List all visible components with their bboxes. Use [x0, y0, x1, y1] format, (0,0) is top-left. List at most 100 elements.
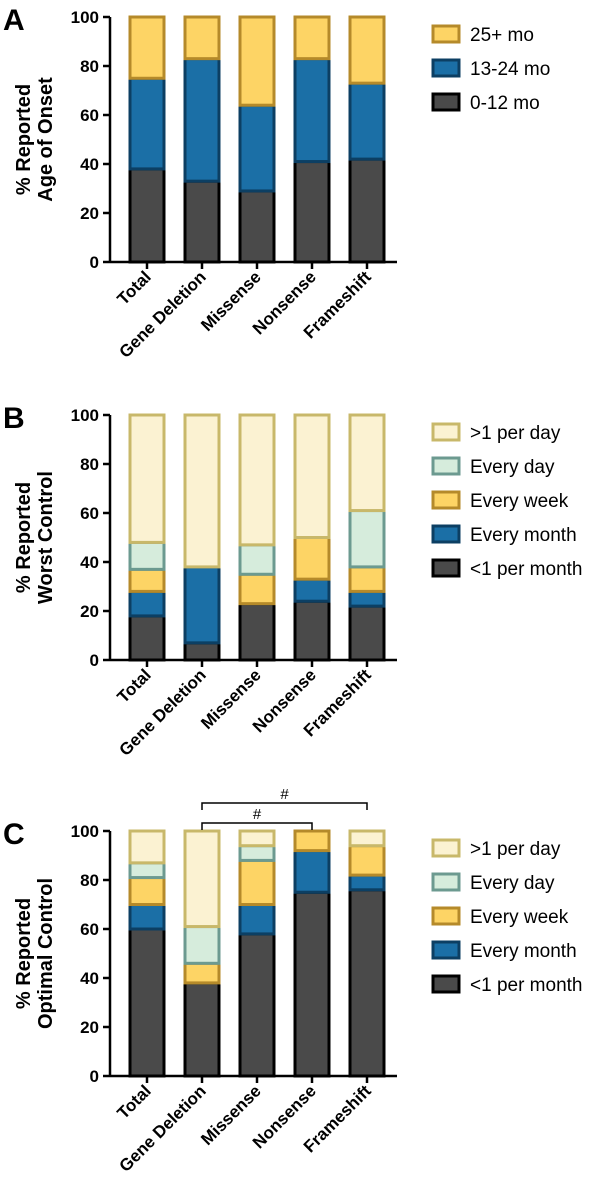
- y-tick-label: 80: [80, 455, 99, 474]
- x-tick-label: Total: [114, 267, 155, 308]
- bar-segment-every-week: [183, 961, 221, 985]
- bar-segment--1-per-day: [128, 829, 166, 865]
- bar-segment-13-24-mo: [293, 57, 331, 164]
- bar-segment-every-day: [128, 861, 166, 880]
- bar-segment-every-week: [128, 876, 166, 906]
- legend-swatch: [431, 490, 461, 510]
- bar-segment--1-per-day: [183, 413, 221, 569]
- bar-segment--1-per-month: [348, 604, 386, 662]
- bar-segment-25-mo: [238, 15, 276, 107]
- y-tick-label: 80: [80, 871, 99, 890]
- y-tick-label: 0: [90, 253, 99, 272]
- bar-segment-every-month: [348, 589, 386, 608]
- y-axis-label: % ReportedOptimal Control: [13, 878, 57, 1029]
- y-tick-label: 0: [90, 651, 99, 670]
- y-tick-label: 20: [80, 602, 99, 621]
- legend-label: Every week: [470, 907, 569, 928]
- bar-segment--1-per-month: [183, 981, 221, 1078]
- panel-letter: A: [3, 4, 25, 37]
- significance-label: #: [253, 806, 262, 823]
- legend-swatch: [431, 838, 461, 858]
- bar-segment--1-per-month: [293, 890, 331, 1078]
- significance-bracket: [201, 802, 368, 810]
- x-tick-label: Total: [114, 1081, 155, 1122]
- y-tick-label: 20: [80, 204, 99, 223]
- y-axis-label-line: Optimal Control: [35, 878, 57, 1029]
- y-axis-label-line: Age of Onset: [35, 77, 57, 202]
- chart-panel-a: A % ReportedAge of Onset 0 20 40 60 80 100 Total…: [3, 4, 550, 362]
- bar-segment-13-24-mo: [128, 76, 166, 171]
- bar-segment-every-week: [238, 572, 276, 606]
- chart-panel-b: B % ReportedWorst Control 0 20 40 60 80 100 Tota…: [3, 402, 583, 760]
- y-tick-label: 60: [80, 504, 99, 523]
- bar-segment-every-month: [128, 903, 166, 931]
- bar-segment-25-mo: [348, 15, 386, 85]
- bar-segment-0-12-mo: [293, 160, 331, 264]
- bar-segment--1-per-month: [238, 602, 276, 662]
- y-tick-label: 40: [80, 553, 99, 572]
- y-tick-label: 0: [90, 1067, 99, 1086]
- bar-segment--1-per-day: [128, 413, 166, 544]
- bar-segment-every-month: [128, 589, 166, 618]
- bar-segment-every-day: [128, 540, 166, 571]
- bar-segment-25-mo: [183, 15, 221, 61]
- y-axis-label-line: % Reported: [13, 84, 35, 195]
- bar-segment-13-24-mo: [238, 103, 276, 193]
- bar-segment--1-per-day: [183, 829, 221, 929]
- bar-segment-every-day: [238, 844, 276, 862]
- significance-bracket: [201, 822, 313, 830]
- bar-segment-0-12-mo: [183, 179, 221, 264]
- y-tick-label: 60: [80, 106, 99, 125]
- legend-label: Every week: [470, 491, 569, 512]
- bar-segment-every-week: [293, 536, 331, 581]
- legend-label: Every day: [470, 457, 555, 478]
- legend-label: >1 per day: [470, 423, 561, 444]
- y-tick-label: 100: [71, 406, 99, 425]
- bar-segment-0-12-mo: [238, 189, 276, 264]
- legend-swatch: [431, 24, 461, 44]
- bar-segment--1-per-month: [293, 599, 331, 662]
- legend-label: <1 per month: [470, 559, 583, 580]
- bar-segment--1-per-month: [183, 641, 221, 662]
- y-tick-label: 100: [71, 8, 99, 27]
- bar-segment-every-week: [293, 829, 331, 853]
- y-tick-label: 40: [80, 969, 99, 988]
- y-tick-label: 60: [80, 920, 99, 939]
- bar-segment-13-24-mo: [348, 81, 386, 161]
- bar-segment-every-week: [348, 844, 386, 877]
- bar-segment--1-per-month: [348, 888, 386, 1078]
- legend-label: Every day: [470, 873, 555, 894]
- bar-segment-every-day: [348, 509, 386, 569]
- legend-swatch: [431, 940, 461, 960]
- bar-segment-25-mo: [293, 15, 331, 61]
- bar-segment--1-per-day: [238, 413, 276, 547]
- legend-swatch: [431, 58, 461, 78]
- legend-swatch: [431, 422, 461, 442]
- y-axis-label-line: Worst Control: [35, 471, 57, 604]
- bar-segment-every-day: [238, 543, 276, 576]
- legend-swatch: [431, 558, 461, 578]
- legend-swatch: [431, 456, 461, 476]
- x-tick-label: Total: [114, 665, 155, 706]
- chart-panel-c: C % ReportedOptimal Control 0 20 40 60 80 100 To…: [3, 786, 583, 1176]
- bar-segment-13-24-mo: [183, 57, 221, 183]
- bar-segment-25-mo: [128, 15, 166, 80]
- legend-swatch: [431, 906, 461, 926]
- y-tick-label: 100: [71, 822, 99, 841]
- legend-label: Every month: [470, 941, 577, 962]
- legend-label: >1 per day: [470, 839, 561, 860]
- bar-segment--1-per-day: [238, 829, 276, 848]
- y-axis-label: % ReportedWorst Control: [13, 471, 57, 604]
- bar-segment--1-per-month: [128, 927, 166, 1078]
- y-tick-label: 80: [80, 57, 99, 76]
- y-axis-label: % ReportedAge of Onset: [13, 77, 57, 202]
- bar-segment-every-week: [348, 565, 386, 593]
- bar-segment-every-month: [293, 849, 331, 894]
- bar-segment-every-month: [238, 903, 276, 936]
- bar-segment-every-month: [293, 577, 331, 603]
- panel-letter: C: [3, 818, 25, 851]
- bar-segment--1-per-month: [128, 614, 166, 662]
- bar-segment--1-per-month: [238, 932, 276, 1078]
- bar-segment-every-month: [348, 873, 386, 892]
